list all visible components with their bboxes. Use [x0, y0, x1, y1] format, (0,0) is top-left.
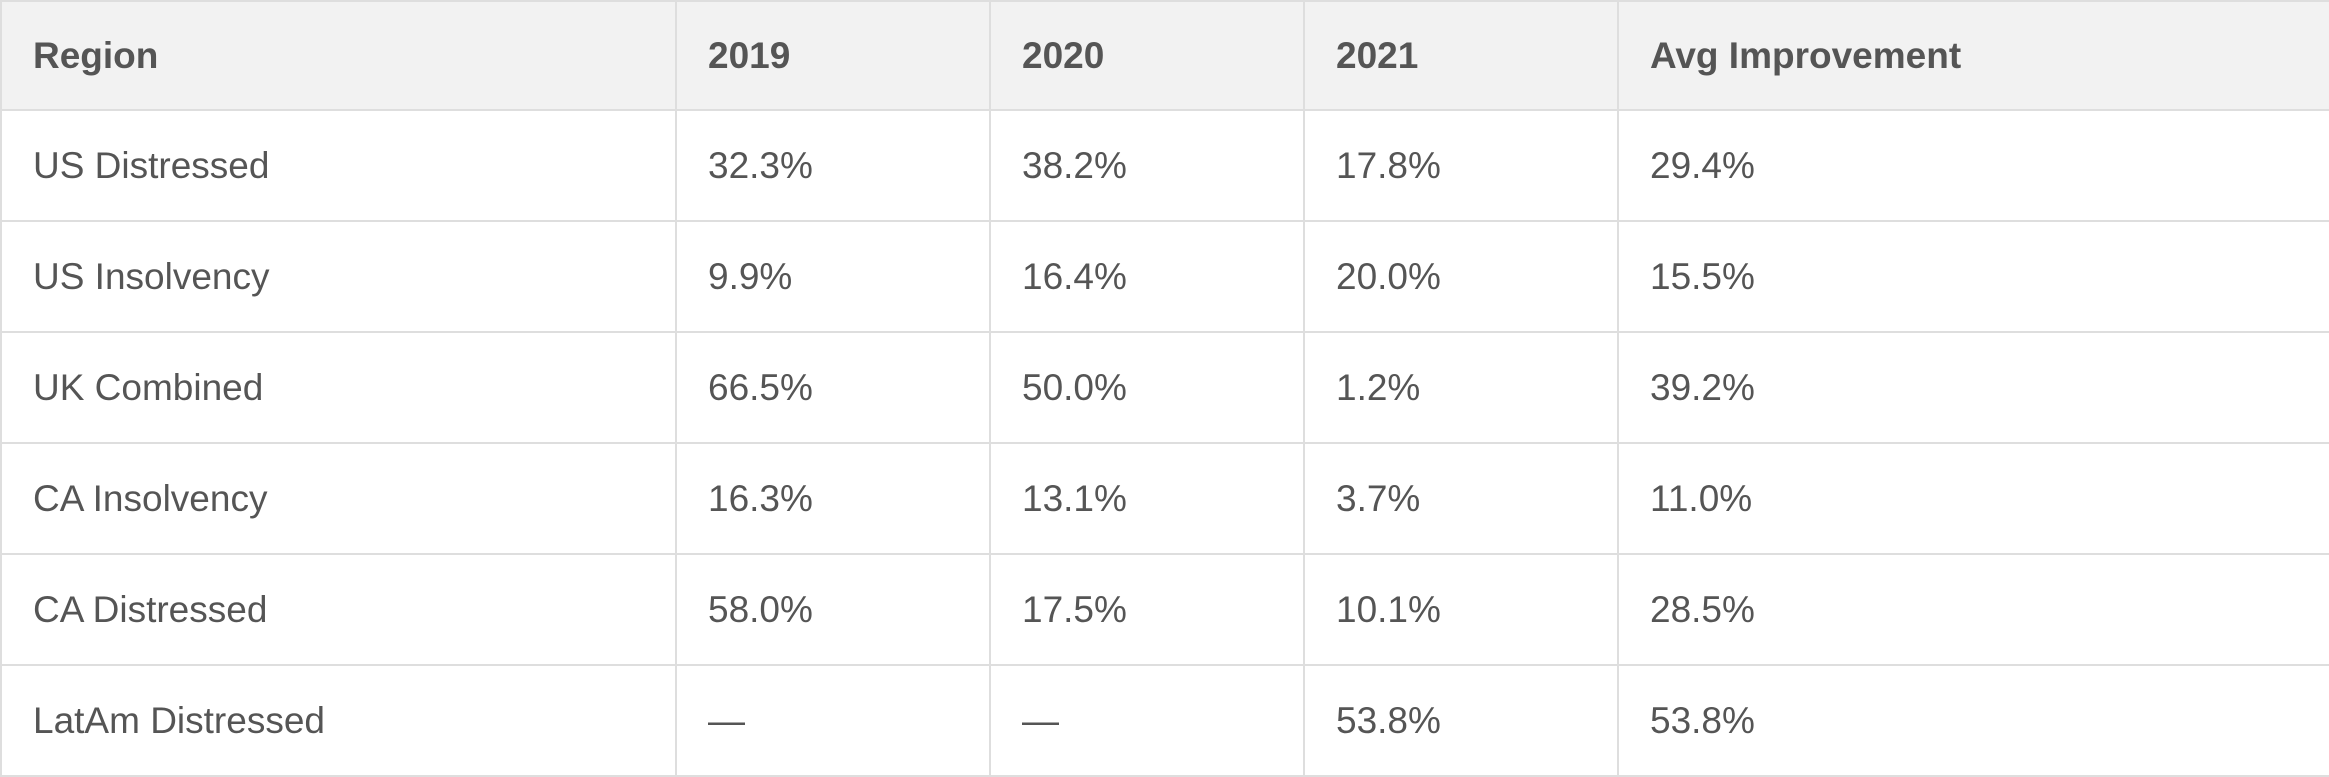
cell-avg-improvement: 53.8% — [1617, 664, 2329, 777]
cell-2019: 66.5% — [675, 331, 991, 444]
cell-2019: 58.0% — [675, 553, 991, 666]
cell-avg-improvement: 15.5% — [1617, 220, 2329, 333]
cell-2021: 20.0% — [1303, 220, 1619, 333]
table-row: CA Distressed 58.0% 17.5% 10.1% 28.5% — [0, 553, 2329, 666]
header-2019: 2019 — [675, 0, 991, 111]
cell-avg-improvement: 29.4% — [1617, 109, 2329, 222]
cell-2021: 10.1% — [1303, 553, 1619, 666]
header-2021: 2021 — [1303, 0, 1619, 111]
cell-2021: 1.2% — [1303, 331, 1619, 444]
cell-2019: 32.3% — [675, 109, 991, 222]
cell-region: US Distressed — [0, 109, 677, 222]
table-row: US Distressed 32.3% 38.2% 17.8% 29.4% — [0, 109, 2329, 222]
header-row: Region 2019 2020 2021 Avg Improvement — [0, 0, 2329, 111]
table-row: UK Combined 66.5% 50.0% 1.2% 39.2% — [0, 331, 2329, 444]
cell-2019: 16.3% — [675, 442, 991, 555]
cell-region: CA Distressed — [0, 553, 677, 666]
table-header: Region 2019 2020 2021 Avg Improvement — [0, 0, 2329, 111]
cell-2021: 53.8% — [1303, 664, 1619, 777]
table-row: LatAm Distressed — — 53.8% 53.8% — [0, 664, 2329, 777]
table-body: US Distressed 32.3% 38.2% 17.8% 29.4% US… — [0, 109, 2329, 777]
cell-2020: 38.2% — [989, 109, 1305, 222]
cell-2020: 50.0% — [989, 331, 1305, 444]
header-avg-improvement: Avg Improvement — [1617, 0, 2329, 111]
table-row: US Insolvency 9.9% 16.4% 20.0% 15.5% — [0, 220, 2329, 333]
cell-2019: 9.9% — [675, 220, 991, 333]
header-2020: 2020 — [989, 0, 1305, 111]
cell-region: UK Combined — [0, 331, 677, 444]
header-region: Region — [0, 0, 677, 111]
cell-2020: 17.5% — [989, 553, 1305, 666]
cell-avg-improvement: 11.0% — [1617, 442, 2329, 555]
table-row: CA Insolvency 16.3% 13.1% 3.7% 11.0% — [0, 442, 2329, 555]
cell-avg-improvement: 39.2% — [1617, 331, 2329, 444]
cell-avg-improvement: 28.5% — [1617, 553, 2329, 666]
cell-region: US Insolvency — [0, 220, 677, 333]
cell-2019: — — [675, 664, 991, 777]
cell-region: LatAm Distressed — [0, 664, 677, 777]
cell-2021: 17.8% — [1303, 109, 1619, 222]
cell-2020: 13.1% — [989, 442, 1305, 555]
cell-2021: 3.7% — [1303, 442, 1619, 555]
cell-2020: 16.4% — [989, 220, 1305, 333]
cell-region: CA Insolvency — [0, 442, 677, 555]
cell-2020: — — [989, 664, 1305, 777]
